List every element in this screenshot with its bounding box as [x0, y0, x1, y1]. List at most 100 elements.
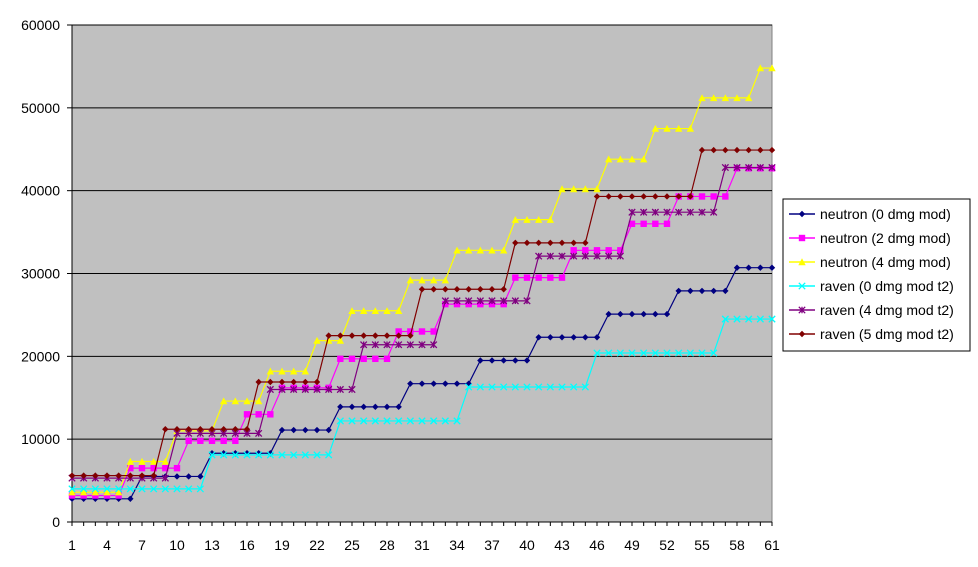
data-point [721, 163, 729, 172]
data-point [266, 385, 274, 394]
data-point [80, 485, 88, 493]
data-point [628, 310, 636, 318]
data-point [359, 307, 368, 314]
data-point [477, 357, 484, 364]
data-point [616, 252, 624, 260]
data-point [197, 473, 204, 480]
data-point [91, 485, 99, 493]
data-point [663, 310, 671, 318]
data-point [371, 417, 379, 425]
data-point [768, 264, 776, 271]
y-tick-label: 40000 [21, 183, 60, 199]
legend-label: neutron (2 dmg mod) [820, 230, 951, 246]
data-point [348, 332, 356, 339]
y-tick-label: 30000 [21, 266, 60, 282]
data-point [523, 274, 531, 281]
data-point [185, 426, 192, 433]
data-point [453, 417, 461, 425]
data-point [254, 397, 263, 405]
data-point [150, 472, 157, 479]
data-point [570, 239, 577, 247]
data-point [395, 403, 402, 411]
data-point [663, 124, 671, 132]
data-point [768, 315, 776, 323]
data-point [149, 457, 158, 465]
data-point [593, 185, 601, 193]
data-point [757, 264, 764, 271]
data-point [488, 357, 496, 364]
data-point [500, 383, 508, 391]
data-point [138, 457, 146, 465]
data-point [523, 239, 531, 247]
data-point [534, 215, 543, 223]
data-point [687, 287, 694, 295]
data-point [348, 355, 356, 363]
data-point [243, 411, 251, 418]
series-group [68, 64, 776, 503]
data-point [686, 124, 695, 132]
data-point [511, 215, 520, 223]
data-point [535, 274, 542, 281]
data-point [406, 341, 414, 349]
data-point [698, 208, 706, 216]
data-point [208, 437, 216, 445]
data-point [453, 300, 461, 308]
legend-label: neutron (0 dmg mod) [820, 206, 951, 222]
data-point [675, 287, 682, 295]
data-point [336, 336, 345, 344]
data-point [698, 94, 706, 102]
data-point [582, 334, 589, 341]
data-point [500, 300, 507, 308]
x-tick-label: 25 [344, 537, 360, 553]
data-point [278, 367, 286, 375]
data-point [698, 193, 706, 200]
data-point [243, 397, 251, 405]
data-point [255, 451, 263, 459]
legend-label: raven (0 dmg mod t2) [820, 278, 954, 294]
data-point [593, 349, 601, 357]
data-point [68, 472, 76, 479]
data-point [278, 378, 286, 386]
data-point [115, 472, 122, 479]
data-point [150, 464, 157, 472]
data-point [464, 246, 473, 254]
data-point [442, 380, 449, 387]
x-tick-label: 49 [624, 537, 640, 553]
data-point [103, 492, 111, 499]
data-point [628, 155, 636, 163]
data-point [651, 349, 659, 357]
data-point [465, 300, 472, 308]
data-point [127, 464, 134, 472]
data-point [523, 357, 531, 364]
data-point [185, 485, 193, 493]
data-point [278, 451, 286, 459]
data-point [698, 146, 706, 154]
x-tick-label: 7 [138, 537, 146, 553]
data-point [768, 146, 776, 154]
data-point [500, 357, 507, 364]
data-point [80, 492, 87, 499]
data-point [570, 383, 578, 391]
data-point [103, 472, 111, 479]
data-point [348, 307, 356, 314]
data-point [488, 286, 496, 293]
data-point [173, 473, 181, 480]
data-point [429, 276, 438, 284]
data-point [162, 426, 169, 433]
data-point [173, 485, 181, 493]
data-point [511, 383, 519, 391]
data-point [744, 94, 753, 102]
data-point [756, 315, 764, 323]
data-point [756, 163, 764, 172]
x-tick-label: 19 [274, 537, 290, 553]
x-tick-label: 34 [449, 537, 465, 553]
data-point [605, 252, 613, 260]
legend-item: neutron (2 dmg mod) [789, 230, 951, 246]
data-point [418, 286, 426, 293]
data-point [593, 247, 601, 254]
data-point [92, 472, 99, 479]
data-point [687, 193, 694, 200]
data-point [208, 451, 216, 459]
data-point [499, 246, 508, 254]
